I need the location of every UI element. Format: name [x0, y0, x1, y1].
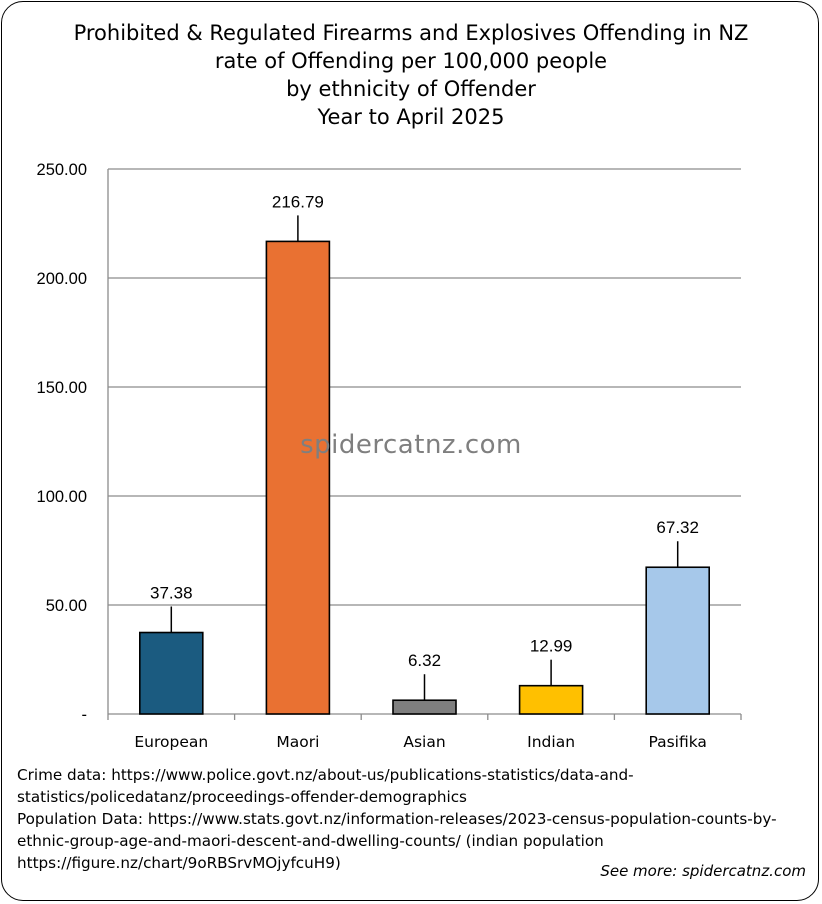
title-line-1: Prohibited & Regulated Firearms and Expl… — [73, 21, 749, 45]
bar — [518, 684, 584, 715]
bar — [645, 566, 711, 715]
see-more-link[interactable]: See more: spidercatnz.com — [600, 862, 806, 880]
source-line-2: statistics/policedatanz/proceedings-offe… — [17, 788, 467, 806]
bar — [139, 631, 204, 715]
y-tick-label: 50.00 — [46, 597, 87, 615]
data-label: 6.32 — [408, 651, 441, 670]
x-tick-label: Asian — [403, 733, 445, 751]
x-tick-label: Maori — [276, 733, 319, 751]
title-line-4: Year to April 2025 — [317, 105, 505, 129]
data-label: 216.79 — [272, 192, 324, 211]
title-line-3: by ethnicity of Offender — [286, 77, 536, 101]
y-tick-label: 200.00 — [37, 270, 87, 288]
watermark: spidercatnz.com — [300, 430, 522, 460]
source-line-1: Crime data: https://www.police.govt.nz/a… — [17, 766, 634, 784]
data-label: 67.32 — [656, 518, 699, 537]
x-tick-label: Indian — [527, 733, 575, 751]
bar-chart: - 50.00 100.00 150.00 200.00 250.00 37.38 Europ… — [37, 161, 742, 751]
x-tick-label: European — [134, 733, 208, 751]
bar — [392, 699, 457, 715]
data-label: 37.38 — [150, 584, 193, 603]
y-tick-label: 250.00 — [37, 161, 87, 179]
source-line-3: Population Data: https://www.stats.govt.… — [17, 810, 777, 828]
chart-title: Prohibited & Regulated Firearms and Expl… — [0, 19, 822, 131]
source-line-5: https://figure.nz/chart/9oRBSrvMOjyfcuH9… — [17, 854, 341, 872]
y-tick-label: 100.00 — [37, 488, 87, 506]
y-tick-label: - — [82, 706, 88, 724]
x-tick-label: Pasifika — [648, 733, 707, 751]
source-notes: Crime data: https://www.police.govt.nz/a… — [17, 764, 817, 874]
data-label: 12.99 — [530, 637, 573, 656]
bar — [265, 240, 331, 715]
title-line-2: rate of Offending per 100,000 people — [214, 49, 608, 73]
y-tick-label: 150.00 — [37, 379, 87, 397]
source-line-4: ethnic-group-age-and-maori-descent-and-d… — [17, 832, 604, 850]
